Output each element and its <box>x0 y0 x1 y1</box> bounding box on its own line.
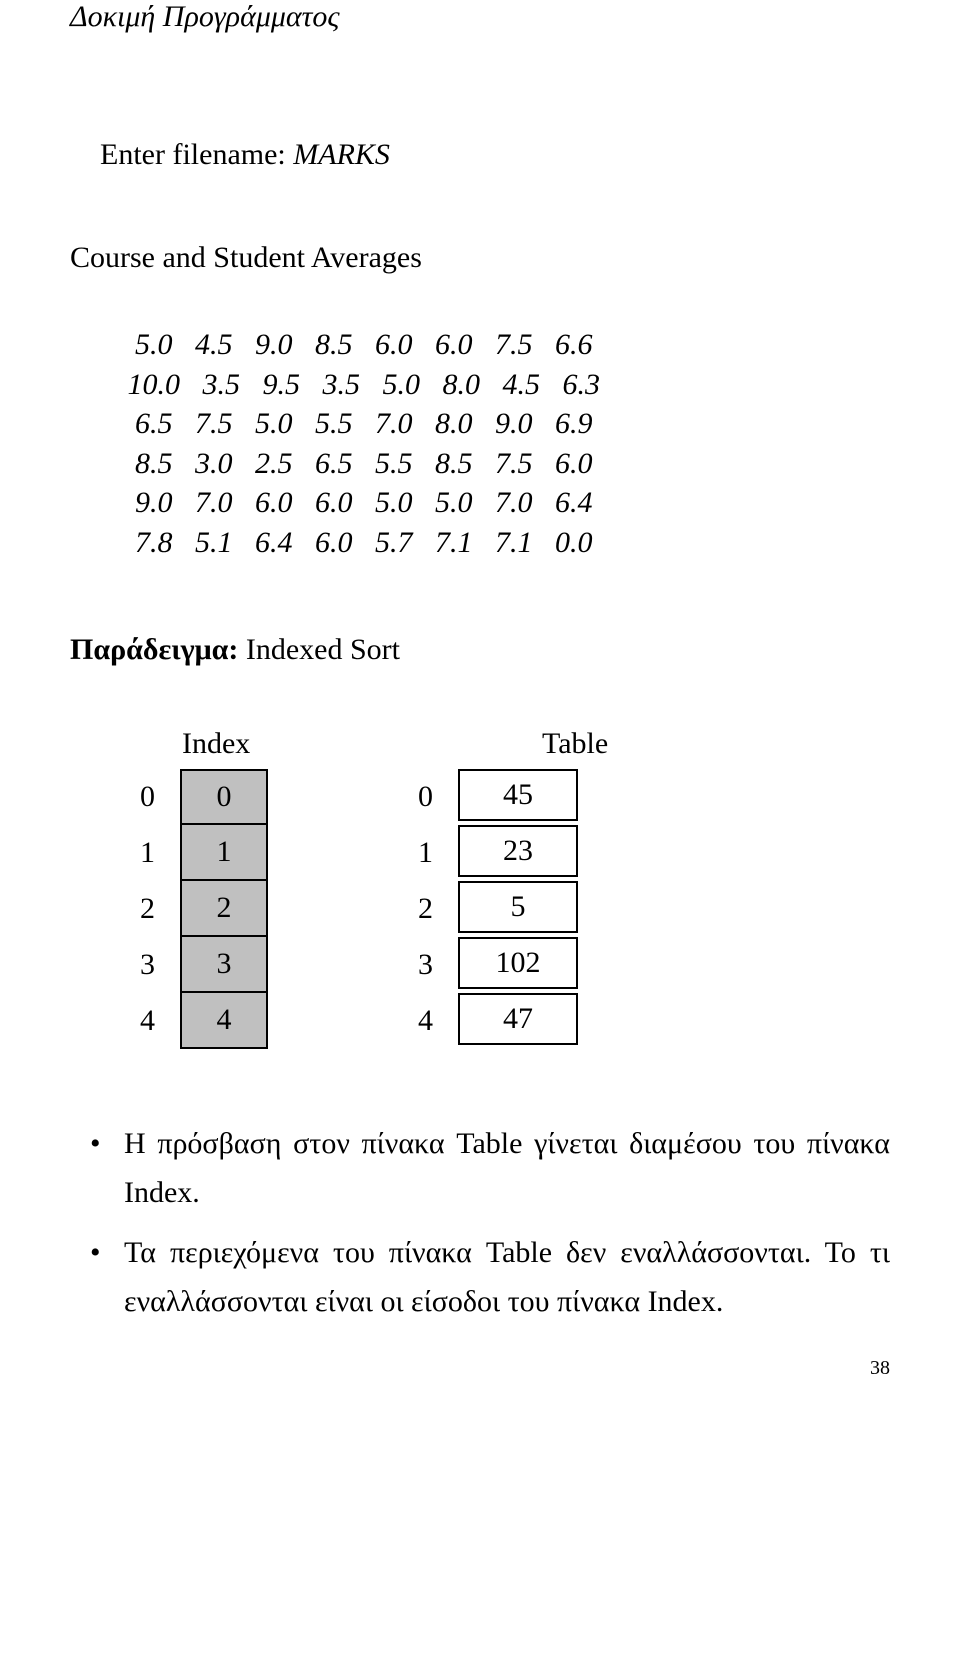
list-item: Η πρόσβαση στον πίνακα Table γίνεται δια… <box>90 1119 890 1218</box>
index-cell: 1 <box>180 825 268 881</box>
table-row-label: 1 <box>418 825 458 881</box>
index-cell: 3 <box>180 937 268 993</box>
diagram-row: 333102 <box>140 937 890 993</box>
subtitle: Course and Student Averages <box>70 241 890 275</box>
index-row-label: 3 <box>140 937 180 993</box>
diagram-row: 2225 <box>140 881 890 937</box>
list-item: Τα περιεχόμενα του πίνακα Table δεν εναλ… <box>90 1228 890 1327</box>
prompt-line: Enter filename: MARKS <box>70 104 890 206</box>
bullet-list: Η πρόσβαση στον πίνακα Table γίνεται δια… <box>70 1119 890 1327</box>
index-cell: 0 <box>180 769 268 825</box>
diagram-row: 44447 <box>140 993 890 1049</box>
diagram-row: 11123 <box>140 825 890 881</box>
table-row-label: 0 <box>418 769 458 825</box>
page-number: 38 <box>70 1357 890 1380</box>
table-cell: 5 <box>458 881 578 933</box>
example-heading-rest: Indexed Sort <box>238 633 400 666</box>
diagram: Index Table 0004511123222533310244447 <box>140 727 890 1049</box>
diagram-row: 00045 <box>140 769 890 825</box>
index-row-label: 0 <box>140 769 180 825</box>
table-row-label: 2 <box>418 881 458 937</box>
table-cell: 47 <box>458 993 578 1045</box>
table-cell: 102 <box>458 937 578 989</box>
filename-text: MARKS <box>293 138 390 171</box>
index-row-label: 1 <box>140 825 180 881</box>
table-header: Table <box>502 727 742 761</box>
data-grid: 5.0 4.5 9.0 8.5 6.0 6.0 7.5 6.6 10.0 3.5… <box>120 325 890 563</box>
doc-title: Δοκιμή Προγράμματος <box>70 0 890 34</box>
table-cell: 23 <box>458 825 578 877</box>
index-header: Index <box>140 727 382 761</box>
table-cell: 45 <box>458 769 578 821</box>
table-row-label: 4 <box>418 993 458 1049</box>
index-row-label: 2 <box>140 881 180 937</box>
example-heading-bold: Παράδειγμα: <box>70 633 238 666</box>
index-cell: 4 <box>180 993 268 1049</box>
prompt-text: Enter filename: <box>100 138 293 171</box>
index-row-label: 4 <box>140 993 180 1049</box>
example-heading: Παράδειγμα: Indexed Sort <box>70 633 890 667</box>
table-row-label: 3 <box>418 937 458 993</box>
index-cell: 2 <box>180 881 268 937</box>
